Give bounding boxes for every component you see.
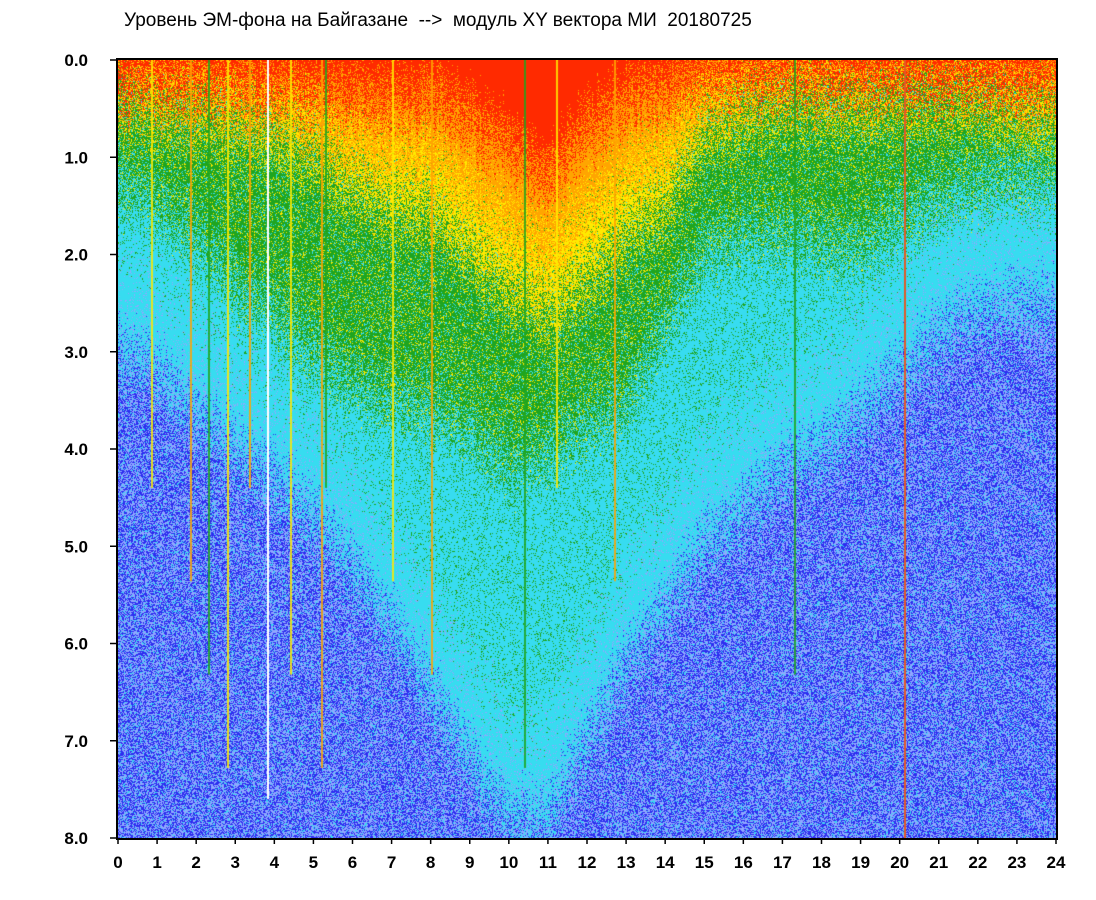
heatmap-image <box>118 60 1056 838</box>
x-tick-label: 18 <box>812 853 831 872</box>
x-tick-label: 19 <box>851 853 870 872</box>
y-tick-label: 7.0 <box>64 732 88 751</box>
x-tick-label: 15 <box>695 853 714 872</box>
x-tick-label: 8 <box>426 853 435 872</box>
x-tick-label: 3 <box>231 853 240 872</box>
x-tick-label: 7 <box>387 853 396 872</box>
y-tick-label: 6.0 <box>64 635 88 654</box>
y-axis: 0.0 1.0 2.0 3.0 4.0 5.0 6.0 7.0 8.0 <box>64 51 118 848</box>
x-tick-label: 10 <box>499 853 518 872</box>
y-tick-label: 8.0 <box>64 829 88 848</box>
y-tick-label: 3.0 <box>64 343 88 362</box>
x-tick-label: 24 <box>1047 853 1066 872</box>
y-tick-label: 5.0 <box>64 537 88 556</box>
x-tick-label: 22 <box>968 853 987 872</box>
x-tick-label: 11 <box>539 853 557 872</box>
x-tick-label: 9 <box>465 853 474 872</box>
x-tick-label: 20 <box>890 853 909 872</box>
x-tick-label: 13 <box>617 853 636 872</box>
x-tick-label: 16 <box>734 853 753 872</box>
x-axis: 0 1 2 3 4 5 6 7 8 9 10 11 12 13 14 15 16 17 18 19 20 21 22 23 24 <box>113 838 1066 872</box>
x-tick-label: 4 <box>270 853 280 872</box>
y-tick-label: 4.0 <box>64 440 88 459</box>
x-tick-label: 17 <box>773 853 792 872</box>
x-tick-label: 23 <box>1007 853 1026 872</box>
chart-title: Уровень ЭМ-фона на Байгазане --> модуль … <box>124 10 752 31</box>
x-tick-label: 21 <box>929 853 948 872</box>
x-tick-label: 5 <box>309 853 318 872</box>
x-tick-label: 14 <box>656 853 675 872</box>
x-tick-label: 6 <box>348 853 357 872</box>
y-tick-label: 2.0 <box>64 246 88 265</box>
y-tick-label: 1.0 <box>64 148 88 167</box>
x-tick-label: 12 <box>578 853 597 872</box>
y-tick-label: 0.0 <box>64 51 88 70</box>
x-tick-label: 2 <box>191 853 200 872</box>
x-tick-label: 0 <box>113 853 122 872</box>
x-tick-label: 1 <box>152 853 161 872</box>
